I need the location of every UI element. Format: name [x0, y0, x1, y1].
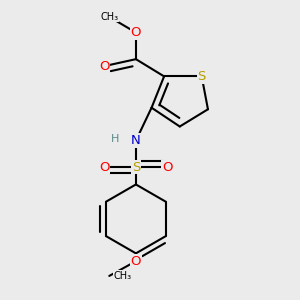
Text: H: H [111, 134, 120, 144]
Text: O: O [99, 60, 110, 73]
Text: O: O [162, 161, 172, 174]
Text: O: O [131, 26, 141, 39]
Text: S: S [197, 70, 206, 83]
Text: S: S [132, 161, 140, 174]
Text: CH₃: CH₃ [100, 12, 118, 22]
Text: CH₃: CH₃ [114, 271, 132, 281]
Text: O: O [131, 255, 141, 268]
Text: N: N [131, 134, 141, 147]
Text: O: O [99, 161, 110, 174]
